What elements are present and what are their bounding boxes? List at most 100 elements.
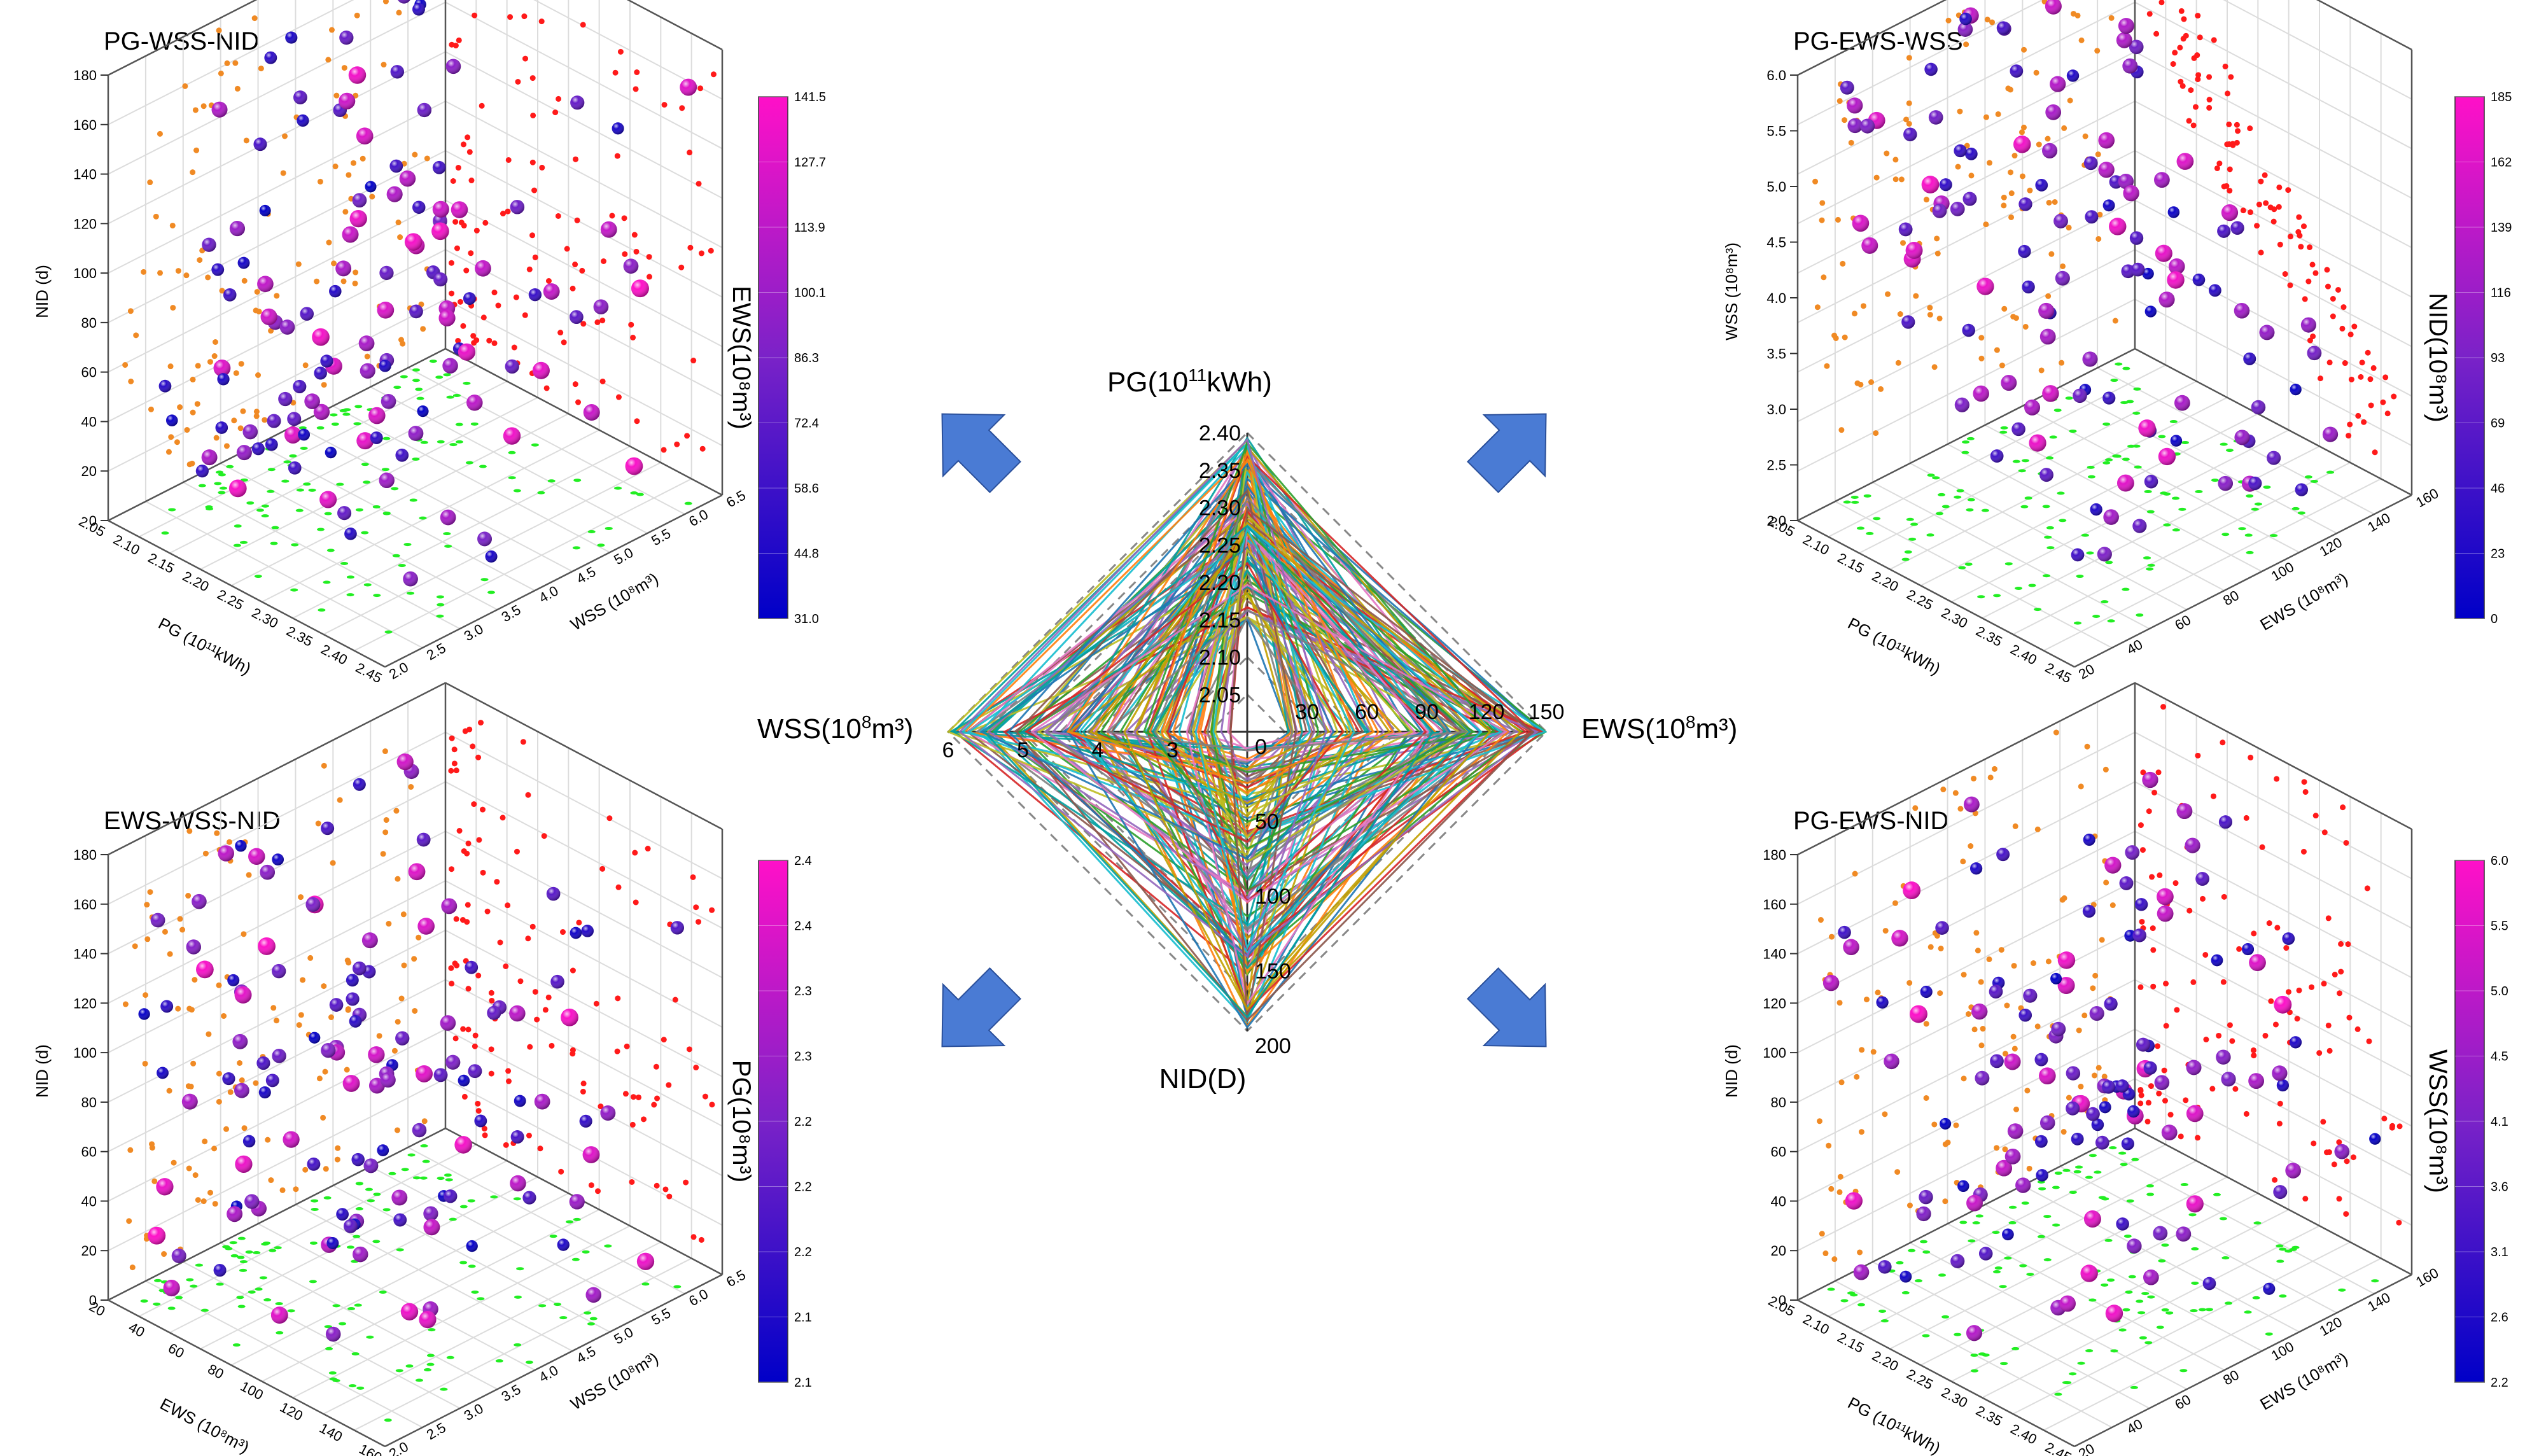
- floor-point: [346, 1245, 354, 1249]
- wall-point-right: [453, 916, 459, 922]
- scatter-ball-shade: [156, 1178, 174, 1196]
- scatter-ball-shade: [2116, 1217, 2129, 1231]
- scatter-ball-shade: [417, 918, 435, 935]
- floor-point: [154, 1278, 162, 1282]
- wall-point-left: [1892, 157, 1899, 163]
- wall-point-right: [522, 55, 529, 62]
- floor-point: [412, 379, 420, 382]
- scatter-ball-shade: [2158, 447, 2176, 466]
- wall-point-left: [2024, 1088, 2031, 1094]
- wall-point-left: [194, 401, 200, 407]
- wall-point-left: [1987, 160, 1993, 166]
- radar-series: [946, 436, 1548, 1030]
- wall-point-left: [239, 1077, 245, 1084]
- floor-point: [435, 375, 444, 379]
- wall-point-left: [2021, 46, 2027, 53]
- scatter-ball-shade: [2018, 244, 2031, 258]
- wall-point-right: [2276, 184, 2283, 190]
- scatter-ball-shade: [391, 1189, 408, 1206]
- scatter-ball-shade: [342, 1075, 360, 1092]
- wall-point-right: [2183, 32, 2189, 39]
- floor-point: [351, 1352, 360, 1355]
- wall-point-right: [462, 728, 468, 734]
- wall-point-right: [2277, 1100, 2283, 1107]
- floor-point: [290, 588, 298, 592]
- scatter-ball-shade: [2013, 136, 2031, 153]
- wall-point-left: [2045, 958, 2052, 965]
- floor-point: [2310, 479, 2318, 483]
- wall-point-left: [335, 1145, 341, 1151]
- y-tick-label: 160: [2413, 1264, 2441, 1290]
- floor-point: [233, 543, 241, 547]
- scatter-ball-shade: [313, 403, 330, 421]
- wall-point-right: [461, 223, 467, 229]
- wall-point-right: [2370, 365, 2377, 371]
- floor-point: [513, 1197, 521, 1201]
- scatter-ball-shade: [581, 925, 594, 937]
- wall-point-left: [144, 902, 150, 908]
- floor-point: [2188, 1213, 2197, 1217]
- floor-point: [2137, 1311, 2146, 1315]
- scatter-ball-shade: [569, 310, 584, 325]
- wall-point-right: [449, 290, 455, 297]
- wall-point-left: [227, 1089, 234, 1095]
- scatter-ball-shade: [2218, 475, 2234, 491]
- wall-point-right: [2354, 1026, 2361, 1032]
- scatter-ball-shade: [352, 961, 367, 976]
- floor-point: [554, 1303, 562, 1306]
- colorbar-tick-label: 2.6: [2491, 1311, 2508, 1325]
- floor-point: [2276, 1259, 2284, 1263]
- floor-point: [218, 491, 226, 494]
- wall-point-left: [395, 876, 401, 882]
- wall-point-left: [1878, 386, 1884, 392]
- floor-point: [2122, 367, 2130, 370]
- wall-point-left: [1942, 1141, 1948, 1147]
- floor-point: [2161, 1308, 2169, 1312]
- scatter-ball-shade: [2170, 435, 2183, 447]
- scatter-ball-shade: [339, 30, 354, 45]
- wall-point-right: [2262, 172, 2268, 178]
- scatter-ball-shade: [339, 92, 356, 109]
- floor-point: [467, 1199, 475, 1203]
- floor-point: [214, 482, 222, 486]
- z-axis-label: NID (d): [32, 265, 52, 318]
- wall-point-left: [206, 1031, 212, 1037]
- floor-point: [2004, 562, 2013, 566]
- wall-point-left: [141, 269, 147, 275]
- wall-point-left: [398, 337, 405, 343]
- scatter-ball-shade: [1962, 323, 1975, 337]
- wall-point-left: [1870, 1049, 1877, 1055]
- floor-point: [2043, 1215, 2052, 1219]
- scatter-ball-shade: [503, 427, 521, 445]
- wall-point-left: [2078, 37, 2085, 43]
- floor-point: [289, 454, 297, 458]
- floor-point: [471, 1291, 479, 1294]
- wall-point-left: [298, 1012, 304, 1018]
- x-axis-label: PG (10¹¹kWh): [1845, 1393, 1944, 1456]
- wall-point-right: [2367, 376, 2374, 382]
- scatter-ball-shade: [242, 424, 258, 440]
- floor-point: [1873, 517, 1881, 521]
- wall-point-left: [314, 278, 320, 284]
- floor-point: [2110, 1349, 2118, 1353]
- radar-axis-label-ews: EWS(108m³): [1581, 712, 1737, 745]
- wall-point-right: [2258, 178, 2264, 185]
- wall-point-left: [1971, 775, 1977, 781]
- scatter-ball-shade: [534, 1093, 550, 1110]
- floor-point: [276, 1331, 284, 1334]
- x-tick-label: 2.45: [2043, 1439, 2074, 1456]
- floor-point: [354, 405, 363, 409]
- floor-point: [353, 422, 361, 426]
- floor-point: [673, 1285, 682, 1289]
- wall-point-right: [2296, 987, 2302, 993]
- scatter-ball-shade: [1901, 315, 1915, 329]
- wall-point-right: [2302, 788, 2309, 795]
- z-tick-label: 120: [73, 216, 97, 232]
- z-tick-label: 160: [73, 897, 97, 913]
- scatter-ball-shade: [477, 531, 493, 547]
- floor-point: [508, 451, 516, 454]
- floor-point: [347, 1306, 356, 1310]
- scatter-ball-shade: [569, 1194, 585, 1210]
- scatter-ball-shade: [433, 272, 448, 287]
- wall-point-left: [169, 222, 176, 228]
